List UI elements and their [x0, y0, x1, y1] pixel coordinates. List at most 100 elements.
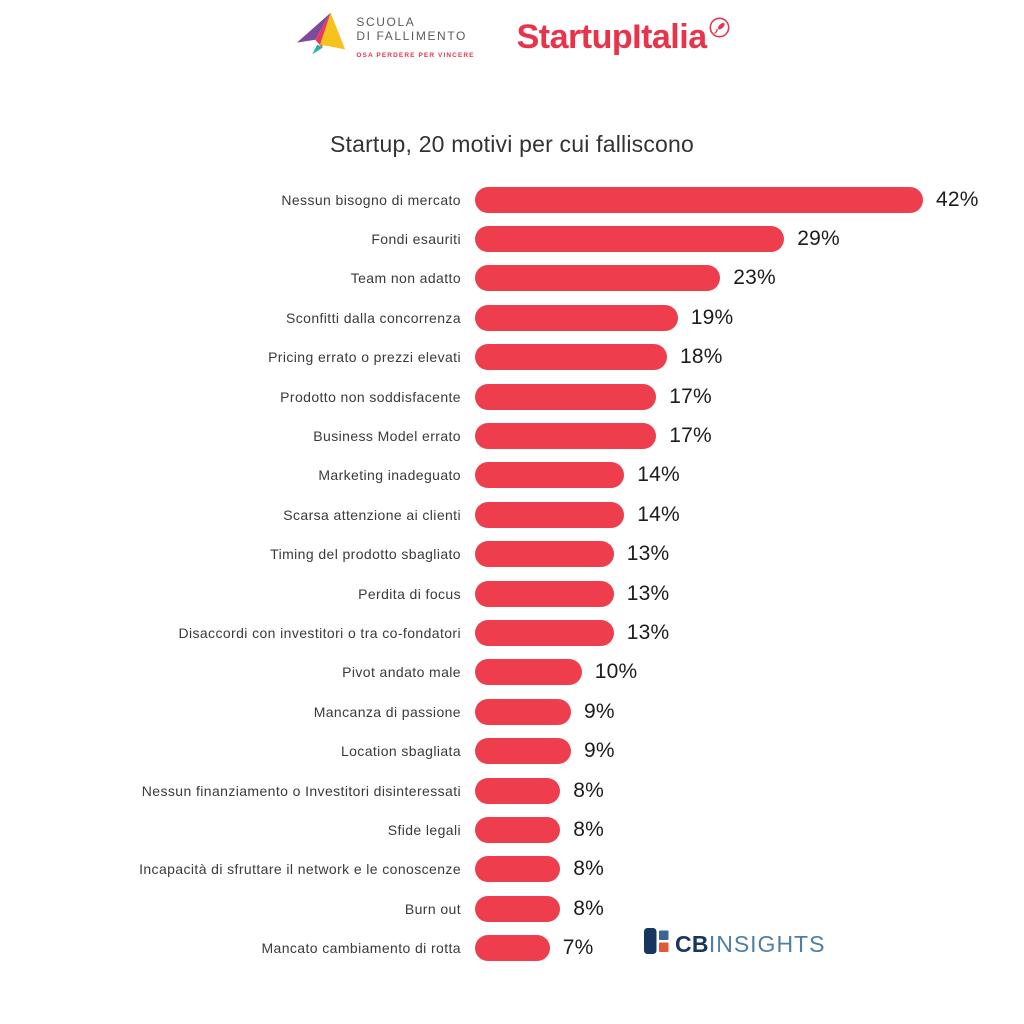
bar-label: Pricing errato o prezzi elevati [268, 349, 461, 366]
bar [475, 501, 625, 528]
bar-row: Sconfitti dalla concorrenza 19% [0, 298, 1024, 337]
bar-track [475, 580, 614, 607]
cbinsights-wordmark: CBINSIGHTS [675, 931, 825, 957]
bar-track [475, 501, 625, 528]
bar [475, 423, 657, 450]
bar-label: Prodotto non soddisfacente [280, 388, 461, 405]
bar-row: Location sbagliata 9% [0, 731, 1024, 770]
bar-label: Mancanza di passione [313, 703, 461, 720]
bar-label: Sconfitti dalla concorrenza [286, 309, 461, 326]
bar-track [475, 738, 571, 765]
scuola-logo-tagline: OSA PERDERE PER VINCERE [356, 52, 475, 59]
bar-row: Mancato cambiamento di rotta 7% [0, 928, 1024, 967]
bar-value: 29% [797, 227, 840, 251]
bar [475, 619, 614, 646]
bar-value: 8% [573, 857, 605, 881]
rocket-badge-icon [709, 17, 730, 43]
bar-value: 9% [584, 739, 615, 763]
bar-value: 8% [573, 778, 605, 802]
bar-label: Burn out [404, 900, 461, 917]
bar-track [475, 383, 657, 410]
bar-chart: Nessun bisogno di mercato 42% Fondi esau… [0, 180, 1024, 970]
bar [475, 895, 561, 922]
bar [475, 738, 571, 765]
bar-row: Burn out 8% [0, 889, 1024, 928]
bar-row: Disaccordi con investitori o tra co-fond… [0, 613, 1024, 652]
bar-value: 8% [573, 817, 605, 841]
bar [475, 856, 561, 883]
bar-value: 17% [669, 384, 712, 408]
bar-label: Location sbagliata [340, 743, 461, 760]
bar-track [475, 777, 561, 804]
cbinsights-icon [644, 928, 670, 959]
bar-row: Perdita di focus 13% [0, 574, 1024, 613]
bar-label: Fondi esauriti [371, 231, 461, 248]
startupitalia-logo: StartupItalia [517, 15, 730, 59]
bar [475, 226, 785, 253]
bar [475, 580, 614, 607]
bar-track [475, 265, 721, 292]
bar-row: Pricing errato o prezzi elevati 18% [0, 338, 1024, 377]
chart-title: Startup, 20 motivi per cui falliscono [329, 131, 695, 157]
bar-row: Nessun bisogno di mercato 42% [0, 180, 1024, 219]
bar-row: Scarsa attenzione ai clienti 14% [0, 495, 1024, 534]
bar-row: Prodotto non soddisfacente 17% [0, 377, 1024, 416]
cbinsights-logo: CBINSIGHTS [644, 928, 825, 959]
startupitalia-wordmark: StartupItalia [516, 17, 707, 56]
bar-label: Sfide legali [387, 821, 461, 838]
bar-value: 10% [594, 660, 638, 684]
bar [475, 541, 614, 568]
bar [475, 462, 625, 489]
bar [475, 344, 667, 371]
bar-value: 18% [680, 345, 723, 369]
bar-value: 14% [637, 463, 680, 487]
bar-label: Timing del prodotto sbagliato [270, 546, 461, 563]
bar-row: Nessun finanziamento o Investitori disin… [0, 771, 1024, 810]
bar-value: 42% [936, 187, 979, 211]
bar-track [475, 344, 667, 371]
bar-label: Mancato cambiamento di rotta [261, 940, 461, 957]
paper-plane-icon [294, 10, 348, 63]
bar-label: Incapacità di sfruttare il network e le … [139, 861, 461, 878]
bar-value: 23% [733, 266, 776, 290]
bar-row: Timing del prodotto sbagliato 13% [0, 535, 1024, 574]
bar-track [475, 935, 550, 962]
bar-label: Marketing inadeguato [318, 467, 461, 484]
bar-row: Sfide legali 8% [0, 810, 1024, 849]
bar-row: Mancanza di passione 9% [0, 692, 1024, 731]
bar-rows: Nessun bisogno di mercato 42% Fondi esau… [0, 180, 1024, 968]
bar-value: 14% [637, 502, 680, 526]
bar [475, 777, 561, 804]
bar-track [475, 698, 571, 725]
bar-track [475, 462, 625, 489]
bar-label: Pivot andato male [342, 664, 461, 681]
bar-track [475, 816, 561, 843]
bar-track [475, 659, 582, 686]
scuola-di-fallimento-logo: SCUOLA DI FALLIMENTO OSA PERDERE PER VIN… [294, 10, 474, 63]
bar-value: 13% [626, 620, 670, 644]
bar-label: Team non adatto [350, 270, 461, 287]
bar [475, 935, 550, 962]
bar-label: Business Model errato [313, 428, 461, 445]
bar-track [475, 423, 657, 450]
bar-value: 19% [690, 305, 734, 329]
bar-row: Marketing inadeguato 14% [0, 456, 1024, 495]
bar [475, 265, 721, 292]
bar-value: 13% [626, 581, 670, 605]
bar-track [475, 856, 561, 883]
bar-track [475, 895, 561, 922]
bar-value: 17% [669, 424, 712, 448]
bar-row: Team non adatto 23% [0, 259, 1024, 298]
bar-row: Incapacità di sfruttare il network e le … [0, 850, 1024, 889]
bar [475, 659, 582, 686]
bar-track [475, 226, 785, 253]
bar-label: Scarsa attenzione ai clienti [283, 506, 461, 523]
bar-row: Pivot andato male 10% [0, 653, 1024, 692]
scuola-logo-line2: DI FALLIMENTO [356, 29, 467, 43]
bar [475, 698, 571, 725]
bar-track [475, 186, 923, 213]
bar-track [475, 541, 614, 568]
cbinsights-cb: CB [675, 930, 709, 957]
bar [475, 383, 657, 410]
